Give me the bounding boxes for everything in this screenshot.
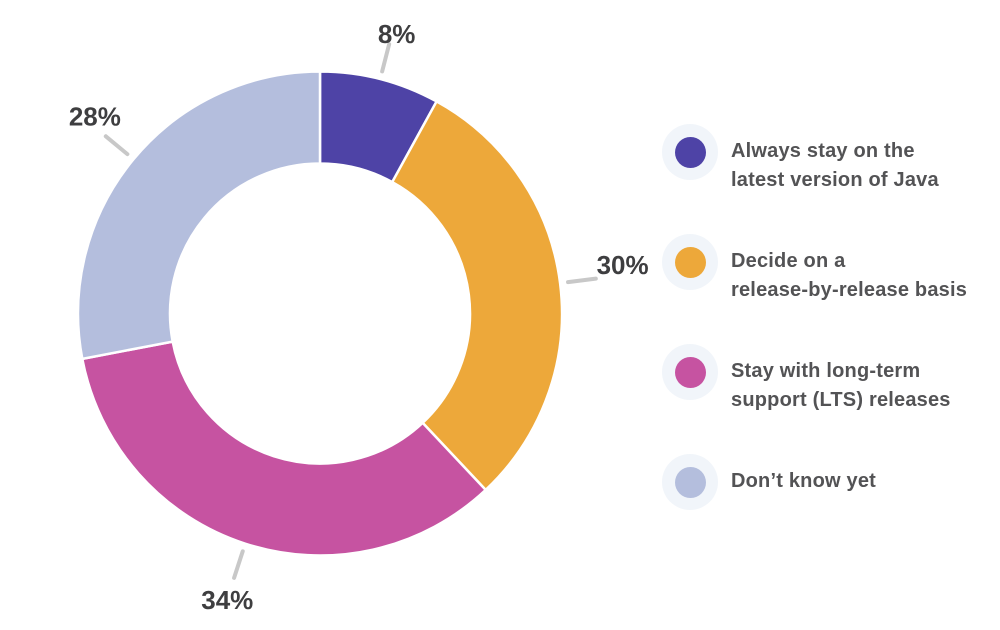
legend-label-line: support (LTS) releases [731,389,951,411]
percent-label-dont-know: 28% [69,101,121,131]
legend-item-dont-know: Don’t know yet [662,454,982,510]
legend-item-release-by-release: Decide on a release-by-release basis [662,234,982,305]
legend-label-line: Don’t know yet [731,470,877,492]
legend-label-line: Decide on a [731,250,846,272]
percent-label-release-by-release: 30% [597,250,649,280]
leader-line-lts [232,549,245,580]
donut-segment-dont-know [76,70,322,361]
legend: Always stay on the latest version of Jav… [662,124,982,510]
leader-line-dont-know [103,134,130,157]
legend-label-line: release-by-release basis [731,279,968,301]
legend-dot [674,246,706,278]
legend-item-always-latest: Always stay on the latest version of Jav… [662,124,982,195]
percent-label-lts: 34% [201,585,253,615]
percent-label-always-latest: 8% [378,19,416,49]
legend-label: Don’t know yet [731,454,876,496]
donut-segment-release-by-release [391,100,564,492]
leader-line-always-latest [380,42,392,74]
legend-dot [674,136,706,168]
legend-swatch-halo [662,454,718,510]
legend-label: Always stay on the latest version of Jav… [731,124,939,195]
legend-swatch-halo [662,234,718,290]
leader-line-release-by-release [566,276,598,285]
legend-label: Decide on a release-by-release basis [731,234,967,305]
legend-item-lts: Stay with long-term support (LTS) releas… [662,344,982,415]
legend-label-line: latest version of Java [731,169,939,191]
legend-label-line: Stay with long-term [731,360,921,382]
legend-label-line: Always stay on the [731,140,915,162]
legend-dot [674,356,706,388]
legend-swatch-halo [662,344,718,400]
legend-label: Stay with long-term support (LTS) releas… [731,344,951,415]
legend-dot [674,466,706,498]
donut-segment-lts [81,340,487,557]
legend-swatch-halo [662,124,718,180]
